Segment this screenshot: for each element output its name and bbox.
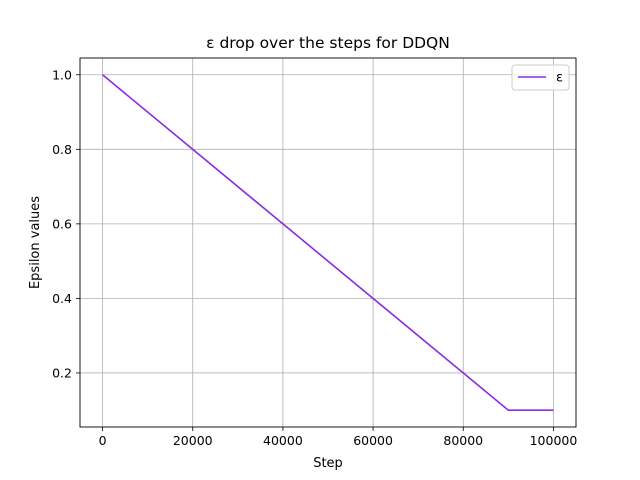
y-tick-label: 0.8 [52, 142, 72, 157]
plot-frame [79, 57, 577, 428]
x-tick-label: 20000 [173, 433, 213, 448]
grid-lines [80, 58, 576, 427]
y-tick-label: 0.6 [52, 216, 72, 231]
series-layer [102, 74, 554, 412]
chart-title: ε drop over the steps for DDQN [206, 34, 450, 52]
legend: ε [511, 64, 570, 91]
x-tick-label: 0 [99, 433, 107, 448]
x-tick-label: 40000 [263, 433, 303, 448]
x-tick-label: 100000 [530, 433, 578, 448]
x-tick-label: 80000 [443, 433, 483, 448]
x-axis-label: Step [313, 456, 343, 471]
y-tick-label: 0.4 [52, 291, 72, 306]
y-axis-label: Epsilon values [28, 196, 43, 289]
y-tick-label: 0.2 [52, 365, 72, 380]
series-line-epsilon [102, 74, 554, 412]
y-tick-label: 1.0 [52, 67, 72, 82]
legend-label-epsilon: ε [556, 71, 563, 86]
axis-ticks: 0 20000 40000 60000 80000 100000 0.2 0.4 0.6 0.8 1… [52, 67, 577, 448]
x-tick-label: 60000 [353, 433, 393, 448]
